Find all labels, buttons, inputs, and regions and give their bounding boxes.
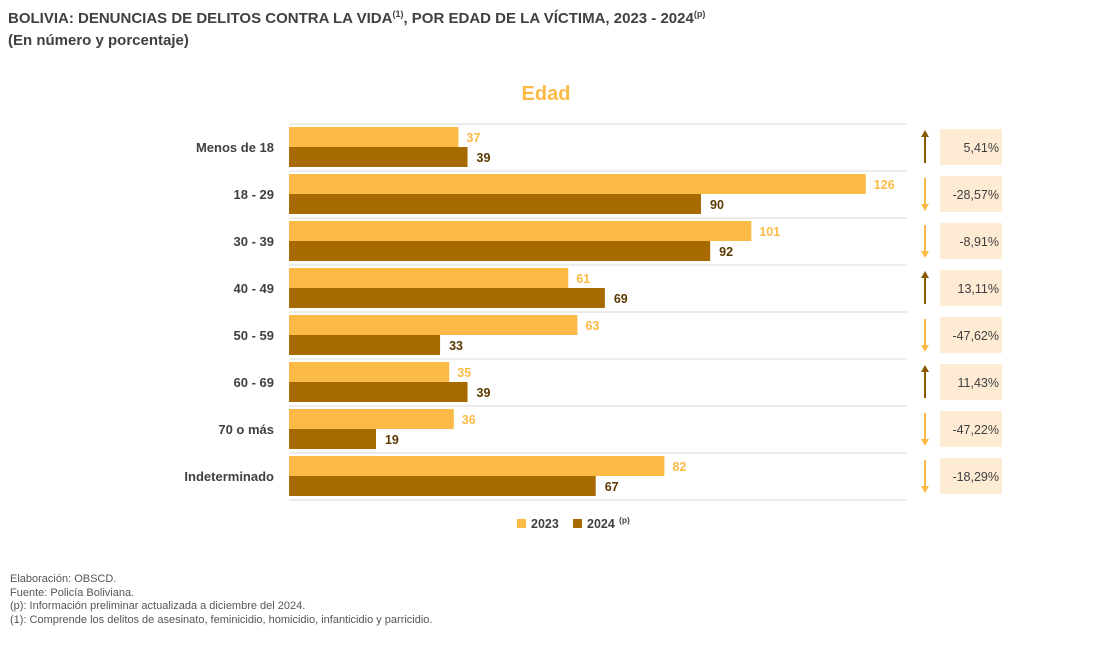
bar-2024 [289, 335, 441, 355]
bar-2024 [289, 476, 596, 496]
arrow-down-icon [921, 345, 929, 352]
bar-2023 [289, 456, 665, 476]
arrow-down-icon [921, 486, 929, 493]
change-percent-label: 11,43% [958, 376, 999, 390]
change-percent-label: 13,11% [958, 282, 999, 296]
data-label-2024: 69 [614, 292, 628, 306]
change-box [940, 270, 1002, 306]
bar-2024 [289, 429, 376, 449]
data-label-2024: 90 [710, 198, 724, 212]
arrow-up-icon [921, 271, 929, 278]
data-label-2023: 63 [585, 319, 599, 333]
category-label: 18 - 29 [234, 187, 274, 202]
note-preliminar: (p): Información preliminar actualizada … [10, 600, 306, 612]
change-box [940, 458, 1002, 494]
data-label-2023: 37 [466, 131, 480, 145]
category-label: Indeterminado [184, 469, 274, 484]
bar-2023 [289, 174, 866, 194]
data-label-2023: 82 [672, 460, 686, 474]
chart-title-block: BOLIVIA: DENUNCIAS DE DELITOS CONTRA LA … [8, 8, 705, 52]
legend-swatch-2023 [517, 519, 526, 528]
bar-2024 [289, 382, 468, 402]
bar-2024 [289, 288, 605, 308]
data-label-2023: 35 [457, 366, 471, 380]
change-percent-label: -47,62% [952, 329, 999, 343]
bar-2024 [289, 194, 701, 214]
chart-title: BOLIVIA: DENUNCIAS DE DELITOS CONTRA LA … [8, 9, 706, 28]
category-label: 50 - 59 [234, 328, 274, 343]
change-box [940, 411, 1002, 447]
legend-label-2023: 2023 [531, 517, 559, 531]
change-percent-label: -18,29% [952, 470, 999, 484]
category-label: 60 - 69 [234, 375, 274, 390]
category-label: 30 - 39 [234, 234, 274, 249]
arrow-down-icon [921, 204, 929, 211]
note-fuente: Fuente: Policía Boliviana. [10, 586, 135, 599]
change-percent-label: -47,22% [952, 423, 999, 437]
change-box [940, 364, 1002, 400]
data-label-2023: 101 [759, 225, 780, 239]
bar-2024 [289, 241, 711, 261]
category-label: 70 o más [218, 422, 274, 437]
arrow-down-icon [921, 251, 929, 258]
bar-2024 [289, 147, 468, 167]
chart-inner-title: Edad [522, 83, 571, 105]
data-label-2023: 36 [462, 413, 476, 427]
arrow-up-icon [921, 130, 929, 137]
data-label-2024: 67 [605, 480, 619, 494]
bar-2023 [289, 268, 569, 288]
footnotes: Elaboración: OBSCD. Fuente: Policía Boli… [10, 573, 432, 627]
bar-2023 [289, 315, 578, 335]
legend-label-2024-sup: (p) [619, 515, 630, 525]
data-label-2024: 33 [449, 339, 463, 353]
chart-subtitle: (En número y porcentaje) [8, 32, 189, 49]
change-percent-label: -28,57% [952, 188, 999, 202]
category-label: Menos de 18 [196, 140, 274, 155]
bar-2023 [289, 221, 752, 241]
data-label-2024: 19 [385, 433, 399, 447]
change-box [940, 317, 1002, 353]
bar-chart: Edad Menos de 18 37 39 5,41% 18 - 29 126 90 -28,… [184, 83, 1002, 531]
data-label-2024: 39 [477, 386, 491, 400]
legend-swatch-2024 [573, 519, 582, 528]
arrow-up-icon [921, 365, 929, 372]
data-label-2023: 126 [874, 178, 895, 192]
data-label-2024: 92 [719, 245, 733, 259]
data-label-2024: 39 [477, 151, 491, 165]
arrow-down-icon [921, 439, 929, 446]
change-percent-label: -8,91% [959, 235, 999, 249]
data-label-2023: 61 [576, 272, 590, 286]
change-percent-label: 5,41% [964, 141, 999, 155]
note-elaboracion: Elaboración: OBSCD. [10, 573, 117, 585]
bar-2023 [289, 362, 450, 382]
change-box [940, 223, 1002, 259]
note-delitos: (1): Comprende los delitos de asesinato,… [10, 613, 433, 626]
bar-2023 [289, 409, 454, 429]
bar-2023 [289, 127, 459, 147]
change-box [940, 176, 1002, 212]
category-label: 40 - 49 [234, 281, 274, 296]
change-box [940, 129, 1002, 165]
legend-label-2024: 2024 [587, 517, 615, 531]
